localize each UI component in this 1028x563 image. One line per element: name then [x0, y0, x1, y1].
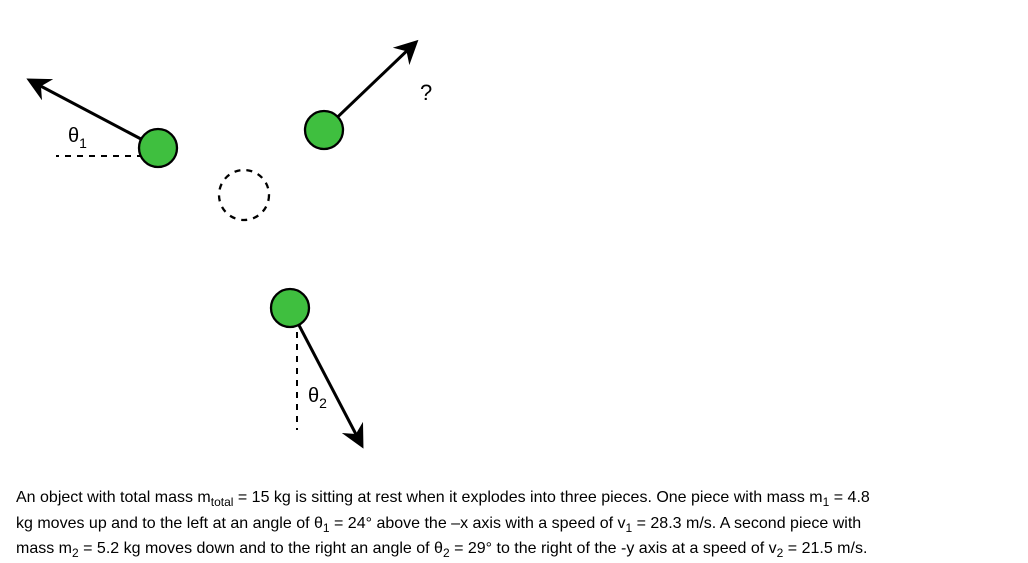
explosion-diagram: θ1 θ2 ? [0, 0, 1028, 560]
theta2-label: θ2 [308, 385, 327, 411]
theta1-label: θ1 [68, 125, 87, 151]
piece1-ball [139, 129, 177, 167]
initial-body [219, 170, 269, 220]
piece2-arrow [290, 308, 360, 442]
piece3-ball [305, 111, 343, 149]
piece2-ball [271, 289, 309, 327]
problem-statement: An object with total mass mtotal = 15 kg… [16, 486, 1012, 563]
piece1-arrow [33, 82, 158, 148]
unknown-label: ? [420, 80, 432, 105]
